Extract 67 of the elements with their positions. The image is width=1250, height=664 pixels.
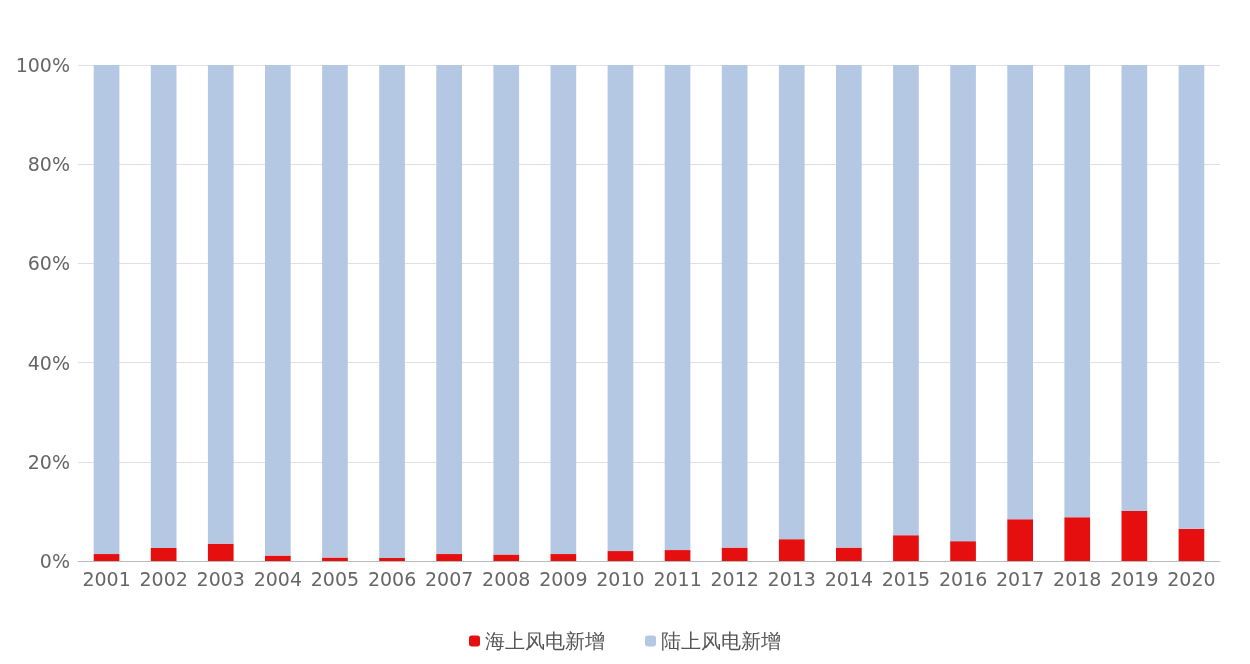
bar [950, 65, 976, 542]
bar [836, 65, 862, 548]
x-tick-label: 2006 [367, 567, 417, 590]
bar [607, 551, 634, 561]
x-tick-label: 2003 [196, 567, 245, 590]
legend-label: 海上风电新增 [485, 629, 605, 653]
x-tick-label: 2004 [253, 567, 303, 590]
bar [150, 65, 177, 549]
bar [1178, 65, 1205, 529]
bar [893, 65, 919, 536]
y-tick-label: 60% [27, 252, 70, 275]
bar [93, 554, 120, 561]
x-tick-label: 2001 [82, 567, 131, 590]
bar [436, 65, 462, 555]
y-tick-label: 40% [27, 351, 70, 374]
bar [778, 65, 805, 540]
bar [1064, 517, 1091, 561]
bar [1007, 519, 1033, 561]
bar [778, 539, 805, 561]
x-tick-label: 2011 [653, 567, 702, 590]
bar [379, 65, 405, 559]
x-tick-label: 2017 [995, 567, 1045, 590]
x-tick-label: 2012 [710, 567, 759, 590]
bar [493, 65, 520, 555]
legend-label: 陆上风电新增 [661, 629, 781, 653]
x-tick-label: 2002 [139, 567, 188, 590]
x-tick-label: 2020 [1167, 567, 1216, 590]
x-tick-label: 2014 [824, 567, 874, 590]
bar [1178, 528, 1205, 561]
x-tick-label: 2018 [1053, 567, 1102, 590]
bar [836, 547, 862, 561]
bar [1121, 510, 1148, 561]
x-tick-label: 2007 [424, 567, 474, 590]
bar [93, 65, 120, 555]
bar [721, 65, 748, 548]
x-tick-label: 2019 [1110, 567, 1159, 590]
bar [550, 554, 577, 561]
bar [493, 554, 520, 561]
y-tick-label: 100% [15, 54, 70, 76]
bar [265, 65, 291, 556]
x-tick-label: 2008 [482, 567, 531, 590]
y-tick-label: 0% [39, 550, 70, 572]
bar [436, 554, 462, 561]
x-tick-label: 2010 [596, 567, 645, 590]
x-tick-label: 2016 [938, 567, 988, 590]
bar [379, 558, 405, 561]
x-tick-label: 2015 [881, 567, 931, 590]
bar [664, 550, 691, 561]
bar [322, 65, 348, 558]
bar [150, 548, 177, 561]
bar [207, 65, 234, 544]
x-tick-label: 2005 [310, 567, 360, 590]
bar [550, 65, 577, 555]
bar [950, 541, 976, 561]
x-tick-label: 2013 [767, 567, 816, 590]
bar [607, 65, 634, 552]
y-tick-label: 80% [27, 153, 70, 176]
bar [1121, 65, 1148, 511]
bar [664, 65, 691, 551]
bar [1007, 65, 1033, 520]
x-tick-label: 2009 [539, 567, 588, 590]
bar [207, 543, 234, 561]
bar [1064, 65, 1091, 518]
y-tick-label: 20% [27, 450, 70, 473]
bar [893, 535, 919, 561]
bar [265, 555, 291, 561]
bar [721, 547, 748, 561]
